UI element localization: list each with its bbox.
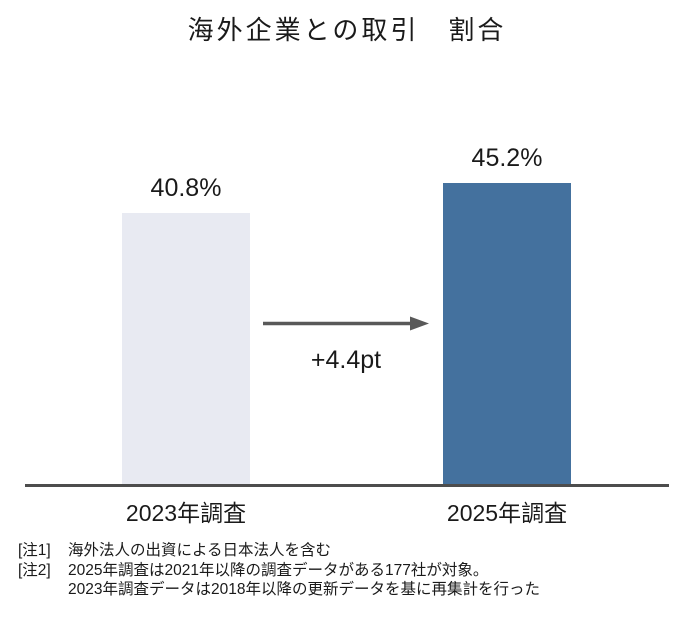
footnotes: [注1] 海外法人の出資による日本法人を含む [注2] 2025年調査は2021… bbox=[18, 541, 540, 600]
value-label-2023: 40.8% bbox=[150, 173, 222, 202]
footnote-1-label: [注1] bbox=[18, 542, 51, 559]
footnote-2-label: [注2] bbox=[18, 561, 51, 579]
x-tick-label-2025: 2025年調査 bbox=[446, 500, 568, 526]
bar-2025 bbox=[443, 183, 571, 486]
x-tick-label-2023: 2023年調査 bbox=[125, 500, 247, 526]
delta-label: +4.4pt bbox=[310, 346, 382, 374]
footnote-1: [注1] 海外法人の出資による日本法人を含む bbox=[18, 541, 540, 561]
value-label-2025: 45.2% bbox=[471, 144, 543, 173]
plot-area: 40.8% 45.2% +4.4pt 2023年調査 2025年調査 bbox=[25, 144, 669, 526]
footnote-2-line1: 2025年調査は2021年以降の調査データがある177社が対象。 bbox=[68, 561, 489, 579]
footnote-2: [注2] 2025年調査は2021年以降の調査データがある177社が対象。 20… bbox=[18, 561, 540, 600]
bar-2023 bbox=[122, 212, 250, 486]
chart-title: 海外企業との取引 割合 bbox=[187, 15, 507, 45]
footnote-2-line2: 2023年調査データは2018年以降の更新データを基に再集計を行った bbox=[68, 581, 540, 598]
increase-arrow-icon bbox=[263, 316, 429, 331]
x-axis-line bbox=[25, 484, 669, 487]
footnote-1-text: 海外法人の出資による日本法人を含む bbox=[68, 542, 332, 559]
